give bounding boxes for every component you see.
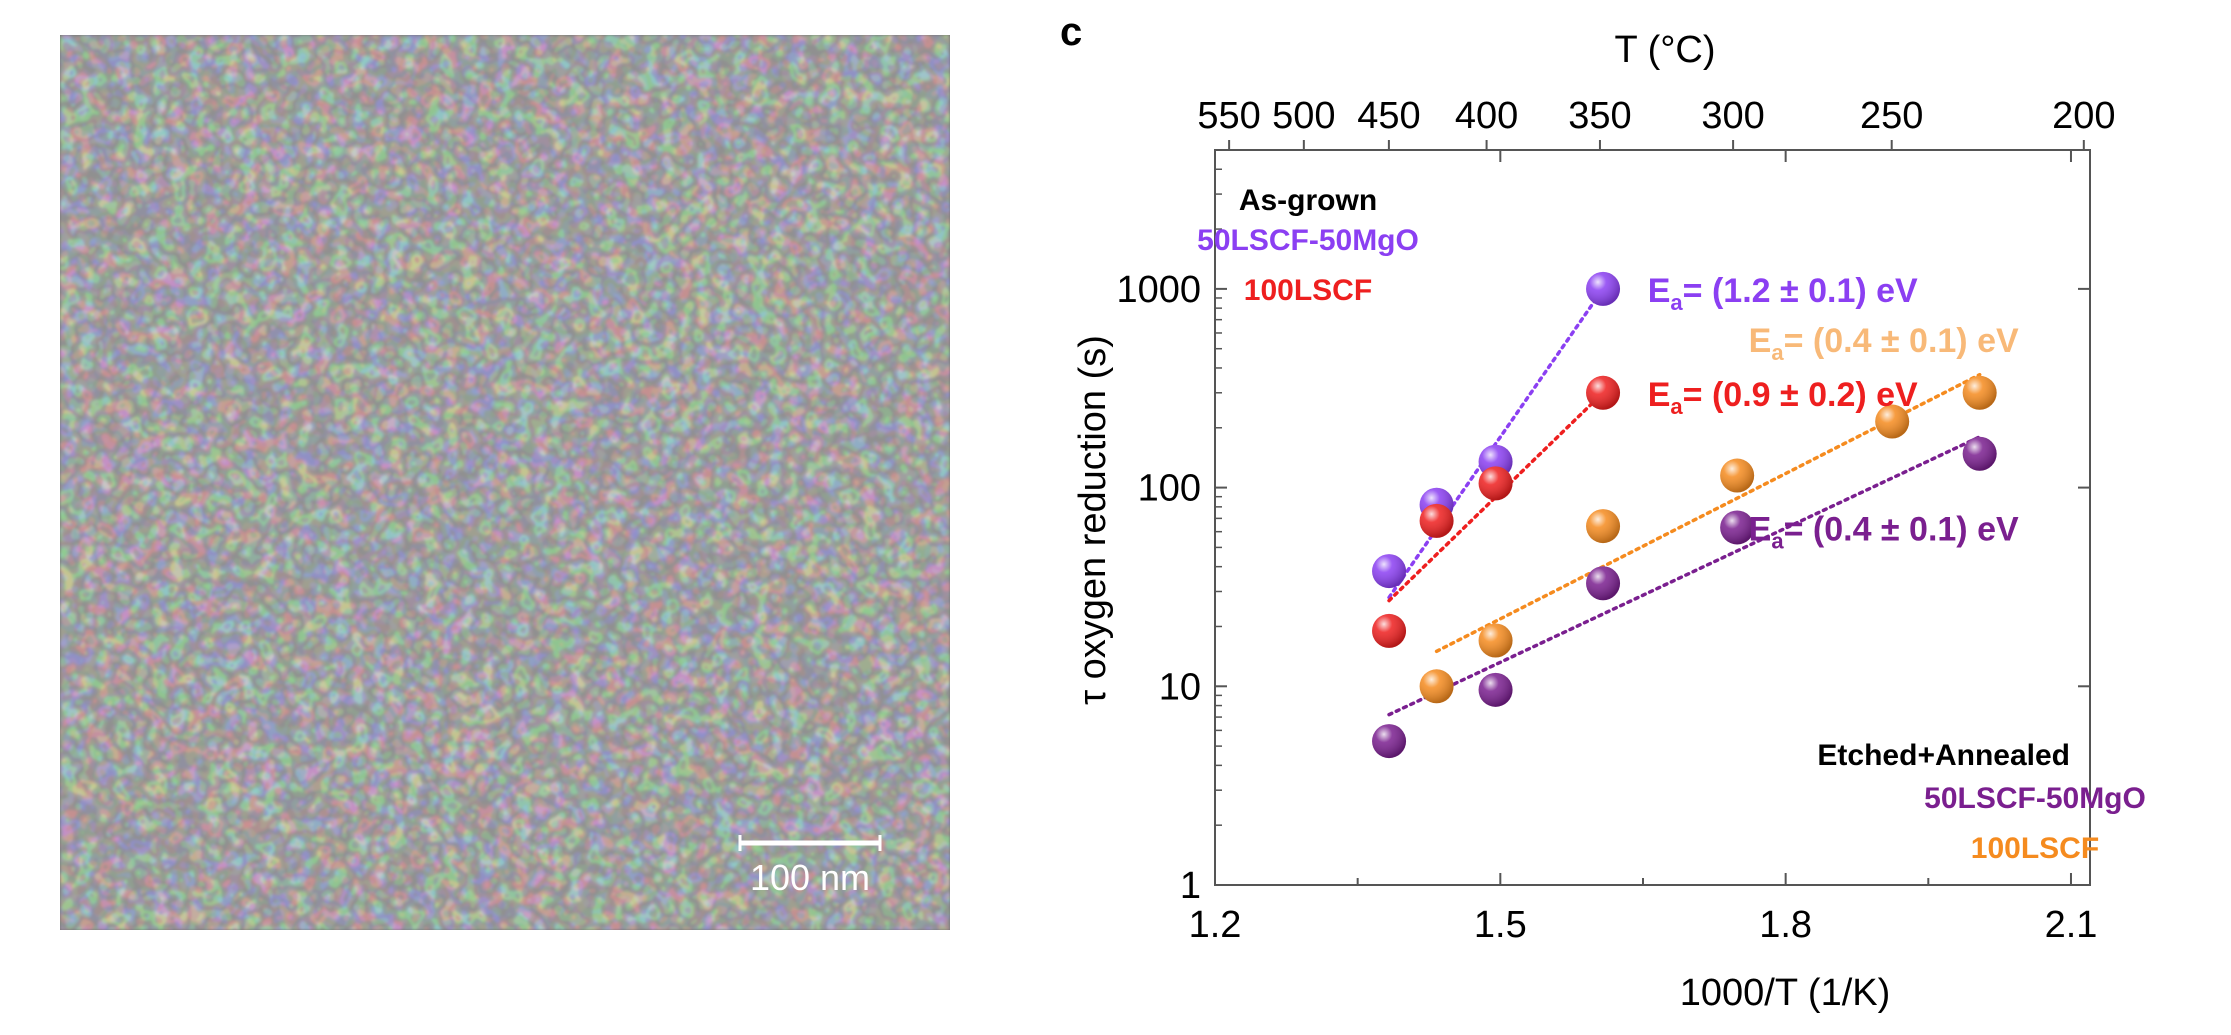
data-point-sheen: [1962, 375, 1997, 410]
legend-entry: 100LSCF: [1971, 832, 2099, 865]
data-point-sheen: [1372, 724, 1407, 759]
y-tick-label: 10: [1159, 666, 1201, 708]
data-point-sheen: [1586, 509, 1621, 544]
data-point-sheen: [1478, 623, 1513, 658]
data-point-sheen: [1478, 672, 1513, 707]
y-tick-label: 1000: [1116, 269, 1201, 311]
x-tick-label: 1.5: [1474, 904, 1527, 946]
fit-line-0: [1387, 287, 1605, 600]
top-axis-ticks: 550 500 450 400 350 300 250 200: [1197, 95, 2116, 150]
arrhenius-chart: c T (°C) 550 500 450 400 350 300 250 200 1.2 1.5…: [1040, 0, 2231, 1030]
top-tick-label: 200: [2052, 95, 2115, 137]
x-axis-label: 1000/T (1/K): [1680, 972, 1891, 1014]
fit-line-1: [1387, 391, 1605, 603]
data-point-sheen: [1419, 503, 1454, 538]
sem-micrograph: 100 nm: [60, 35, 950, 930]
activation-energy-label-1: Ea= (0.9 ± 0.2) eV: [1648, 376, 1918, 419]
legend-entry: 50LSCF-50MgO: [1924, 782, 2146, 815]
activation-energy-label-0: Ea= (1.2 ± 0.1) eV: [1648, 272, 1918, 315]
data-point-sheen: [1875, 404, 1910, 439]
legend-etched-annealed: Etched+Annealed 50LSCF-50MgO 100LSCF: [1817, 739, 2145, 865]
activation-energy-label-3: Ea= (0.4 ± 0.1) eV: [1749, 322, 2019, 365]
legend-entry: 50LSCF-50MgO: [1197, 224, 1419, 257]
legend-as-grown: As-grown 50LSCF-50MgO 100LSCF: [1197, 184, 1419, 307]
top-tick-label: 450: [1357, 95, 1420, 137]
legend-heading-as-grown: As-grown: [1239, 184, 1377, 217]
y-tick-label: 100: [1138, 468, 1201, 510]
axis-ticks: 1.2 1.5 1.8 2.1 1 10 100 1000: [1116, 149, 2098, 946]
data-point-sheen: [1478, 466, 1513, 501]
top-tick-label: 300: [1701, 95, 1764, 137]
data-point-sheen: [1586, 566, 1621, 601]
legend-entry: 100LSCF: [1244, 274, 1372, 307]
sem-image: 100 nm: [60, 35, 950, 930]
x-tick-label: 2.1: [2045, 904, 2098, 946]
annotations: Ea= (1.2 ± 0.1) eV Ea= (0.9 ± 0.2) eV Ea= …: [1648, 272, 2019, 554]
plot-frame: [1214, 149, 2091, 886]
top-tick-label: 400: [1455, 95, 1518, 137]
scale-bar-label: 100 nm: [750, 857, 870, 898]
data-point-sheen: [1372, 554, 1407, 589]
data-point-sheen: [1962, 436, 1997, 471]
x-tick-label: 1.8: [1759, 904, 1812, 946]
data-point-sheen: [1720, 458, 1755, 493]
top-tick-label: 350: [1568, 95, 1631, 137]
data-point-sheen: [1720, 510, 1755, 545]
legend-heading-etched: Etched+Annealed: [1817, 739, 2070, 772]
panel-label: c: [1060, 10, 1082, 54]
y-tick-label: 1: [1180, 865, 1201, 907]
top-axis-label: T (°C): [1614, 29, 1715, 71]
data-point-sheen: [1372, 613, 1407, 648]
top-tick-label: 250: [1860, 95, 1923, 137]
fit-line-2: [1387, 435, 1982, 717]
data-points: [1372, 271, 1997, 759]
top-tick-label: 500: [1272, 95, 1335, 137]
x-tick-label: 1.2: [1189, 904, 1242, 946]
activation-energy-label-2: Ea= (0.4 ± 0.1) eV: [1749, 510, 2019, 553]
sem-texture: [60, 35, 950, 930]
y-axis-label: τ oxygen reduction (s): [1072, 335, 1114, 705]
chart-svg: c T (°C) 550 500 450 400 350 300 250 200 1.2 1.5…: [1060, 10, 2146, 1014]
top-tick-label: 550: [1197, 95, 1260, 137]
data-point-sheen: [1586, 375, 1621, 410]
data-point-sheen: [1419, 669, 1454, 704]
data-point-sheen: [1586, 271, 1621, 306]
